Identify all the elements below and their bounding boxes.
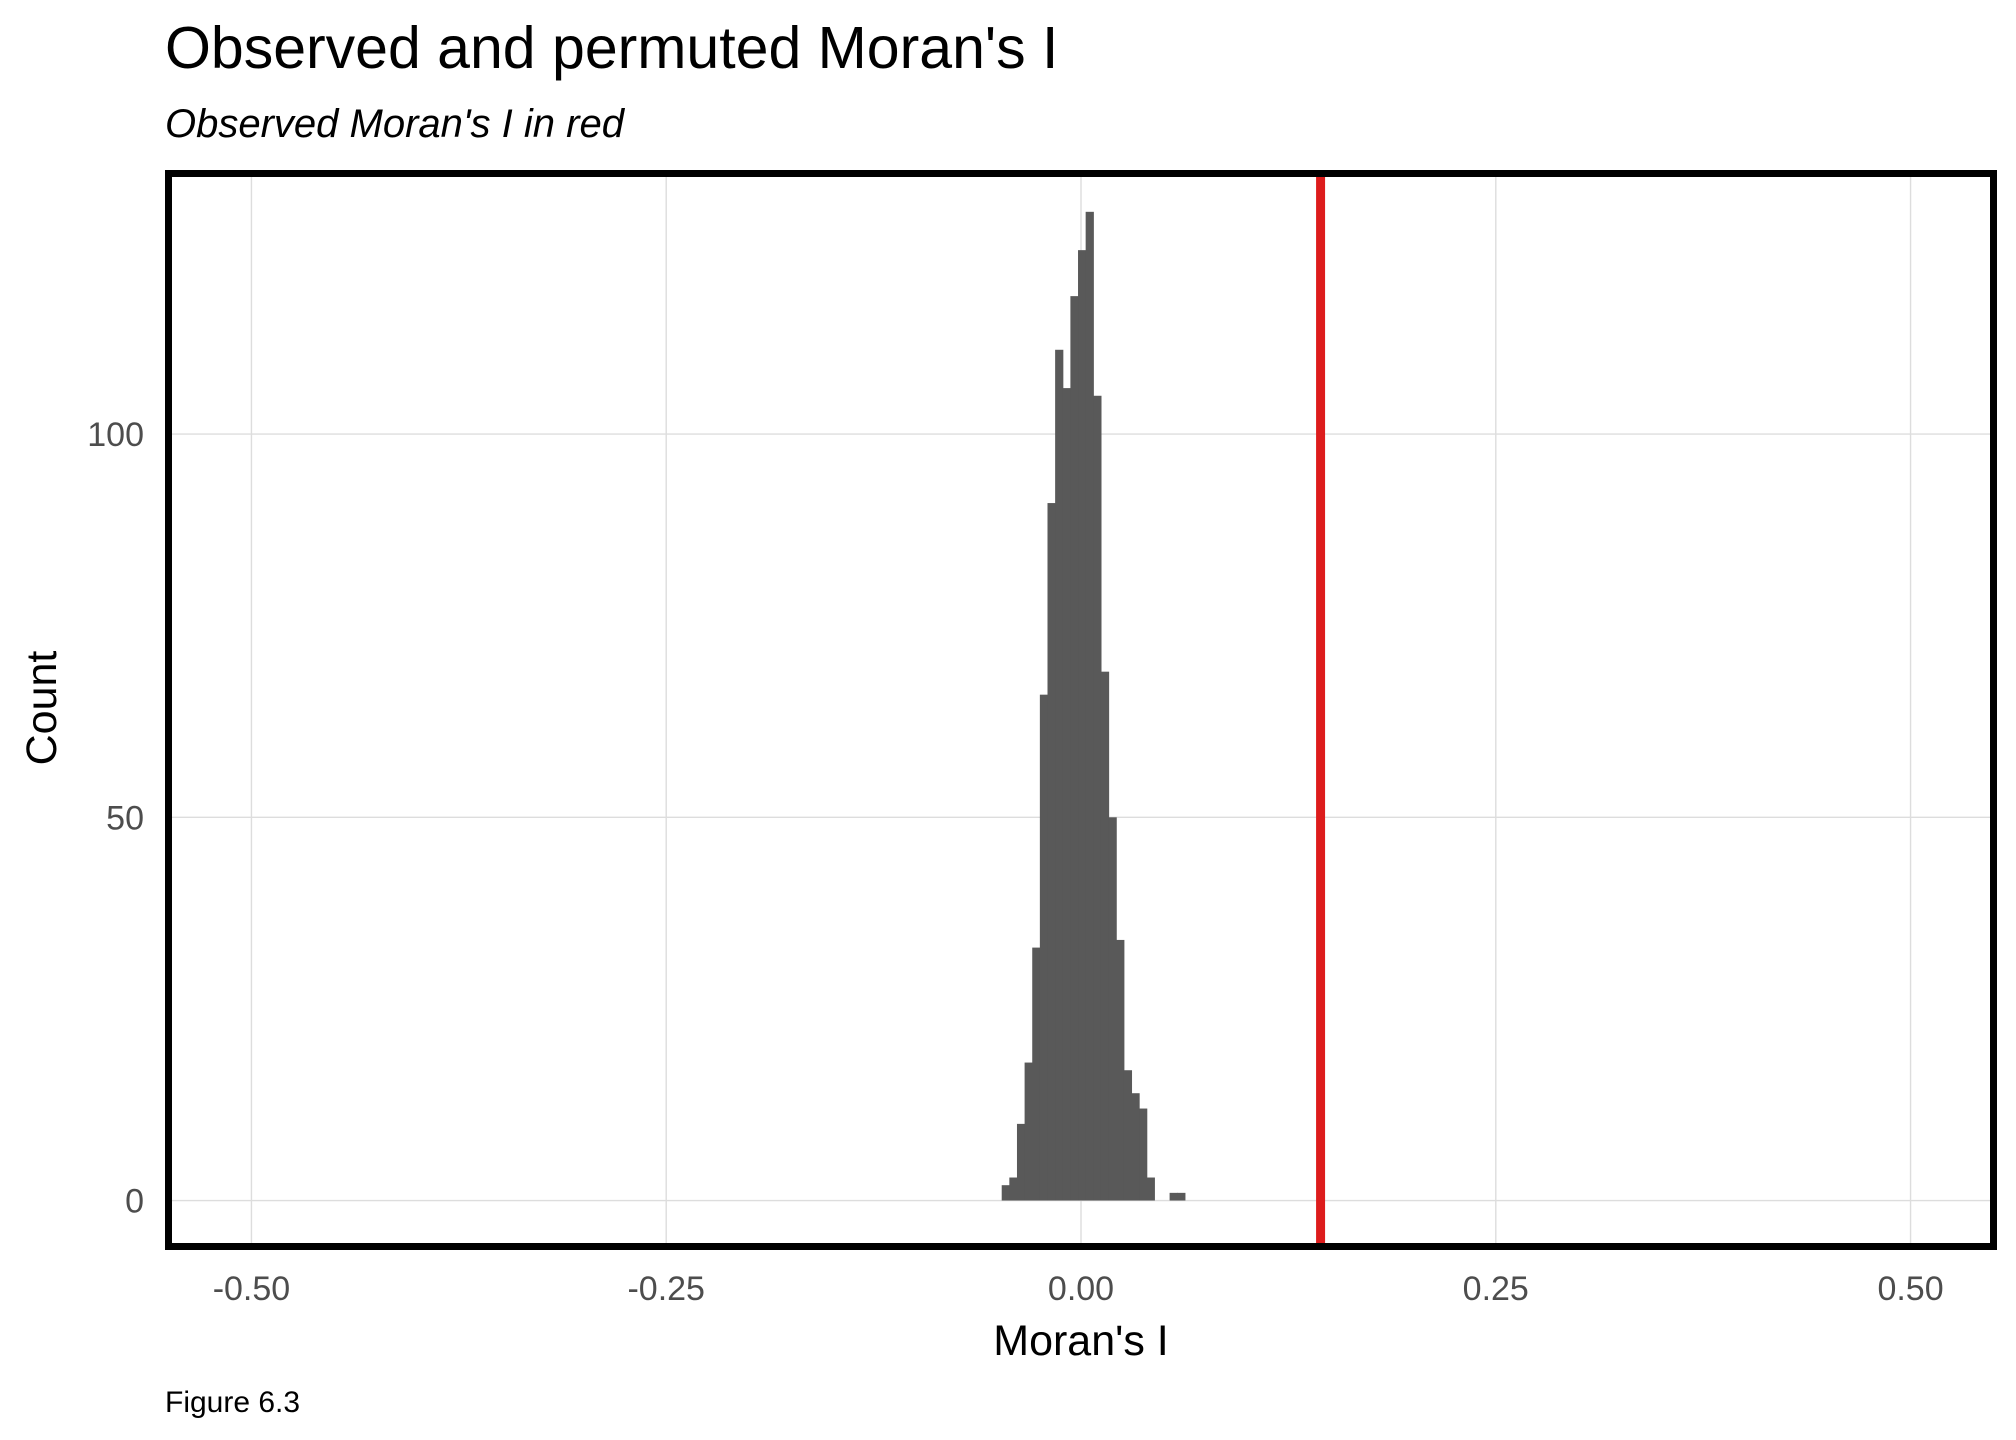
- y-axis-title: Count: [18, 651, 66, 766]
- y-axis-ticks: 0 50 100: [87, 416, 144, 1220]
- x-tick-label: 0.00: [1048, 1270, 1114, 1308]
- x-tick-label: -0.50: [213, 1270, 291, 1308]
- histogram-bar: [1016, 1123, 1026, 1201]
- histogram-bar: [1169, 1192, 1178, 1201]
- histogram-bar: [1070, 296, 1079, 1201]
- y-tick-label: 50: [106, 799, 144, 837]
- x-tick-label: 0.25: [1463, 1270, 1529, 1308]
- histogram-bar: [1146, 1177, 1155, 1201]
- histogram-bar: [1047, 503, 1056, 1201]
- histogram-bar: [1108, 817, 1117, 1201]
- histogram-bars: [1001, 211, 1186, 1201]
- histogram-bar: [1039, 694, 1049, 1201]
- chart-title: Observed and permuted Moran's I: [165, 15, 1058, 81]
- histogram-bar: [1032, 947, 1041, 1201]
- chart-caption: Figure 6.3: [165, 1386, 300, 1419]
- histogram-bar: [1139, 1108, 1148, 1201]
- histogram-bar: [1085, 211, 1094, 1201]
- histogram-bar: [1001, 1185, 1010, 1201]
- histogram-bar: [1055, 349, 1064, 1201]
- chart-subtitle: Observed Moran's I in red: [165, 102, 626, 146]
- histogram-bar: [1116, 939, 1125, 1201]
- histogram-bar: [1062, 388, 1071, 1201]
- y-tick-label: 100: [87, 416, 144, 454]
- panel-border: [165, 170, 1997, 1250]
- y-tick-label: 0: [125, 1183, 144, 1221]
- x-axis-title: Moran's I: [993, 1317, 1169, 1365]
- histogram-bar: [1009, 1177, 1018, 1201]
- x-tick-label: 0.50: [1877, 1270, 1943, 1308]
- histogram-bar: [1093, 395, 1102, 1201]
- histogram-bar: [1078, 250, 1087, 1201]
- histogram-bar: [1100, 671, 1110, 1201]
- histogram-bar: [1131, 1093, 1140, 1201]
- x-axis-ticks: -0.50 -0.25 0.00 0.25 0.50: [213, 1270, 1944, 1308]
- histogram-bar: [1024, 1062, 1033, 1201]
- x-tick-label: -0.25: [627, 1270, 705, 1308]
- histogram-bar: [1177, 1192, 1186, 1201]
- histogram-bar: [1123, 1070, 1133, 1201]
